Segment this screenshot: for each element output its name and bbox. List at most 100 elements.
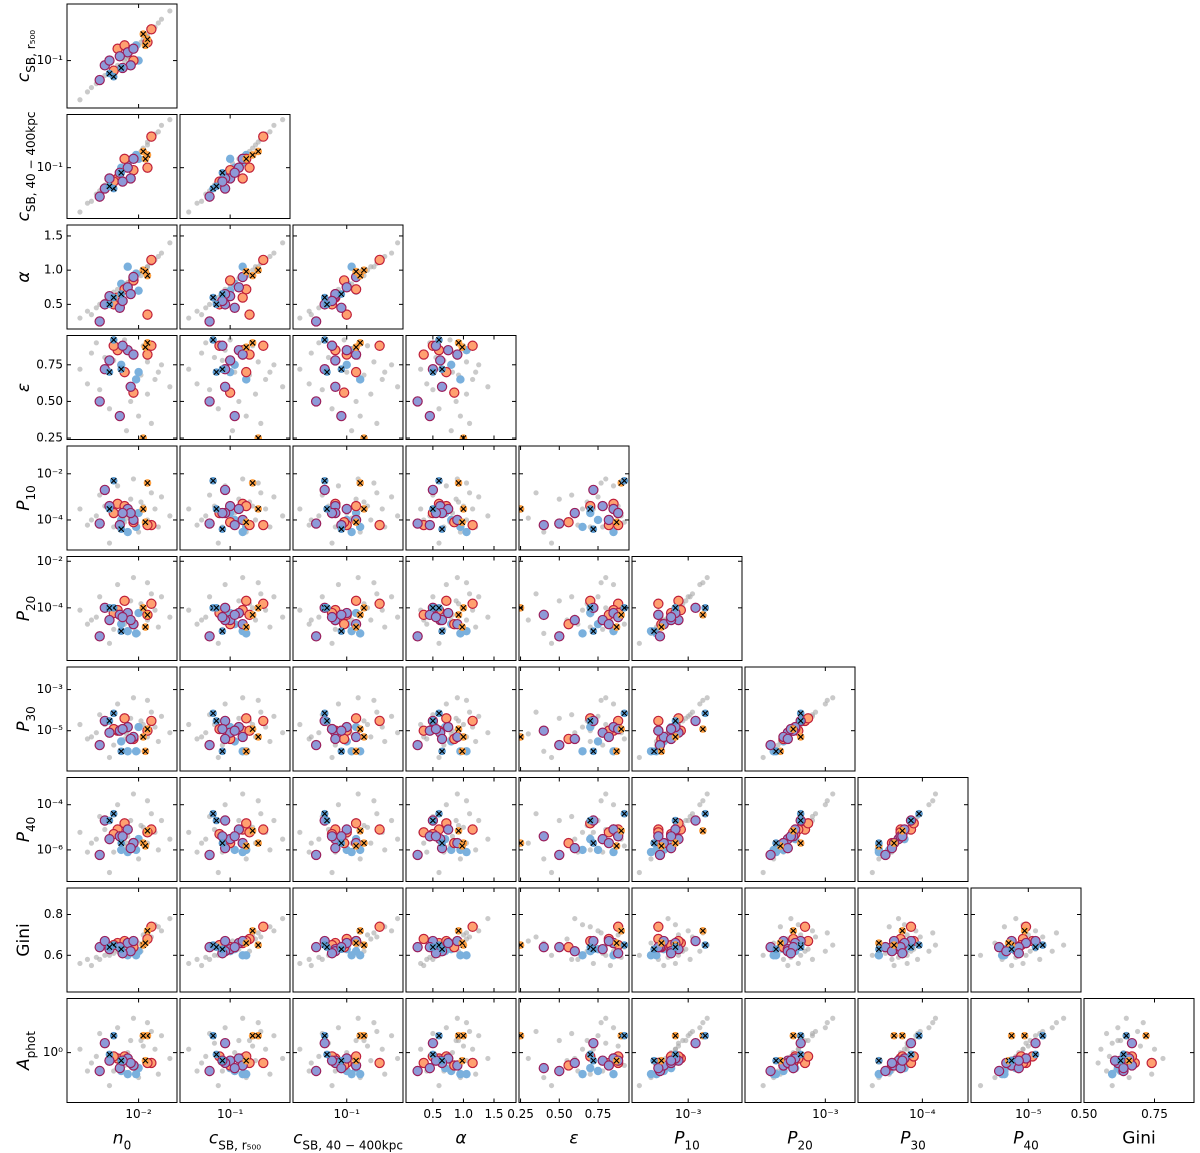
point: [795, 1037, 806, 1049]
point: [442, 344, 454, 356]
point: [822, 802, 828, 808]
x-tick-label: 10⁻³: [812, 1107, 839, 1121]
point: [1098, 1046, 1104, 1052]
point: [424, 621, 430, 627]
point: [554, 739, 565, 751]
x-marker: [218, 525, 227, 533]
point: [1037, 956, 1043, 962]
points: [412, 336, 491, 440]
y-tick-label: 10⁻⁴: [37, 600, 64, 614]
point: [84, 849, 91, 855]
point: [977, 1082, 984, 1089]
x-marker: [650, 839, 658, 847]
x-marker: [109, 336, 118, 344]
point: [219, 1037, 231, 1049]
point: [436, 869, 442, 876]
point: [350, 500, 362, 512]
panel-frame: [179, 998, 291, 1103]
x-marker: [458, 1056, 467, 1065]
point: [267, 624, 273, 630]
x-marker: [141, 623, 150, 631]
point: [206, 387, 213, 393]
points: [186, 574, 286, 646]
x-marker: [589, 945, 598, 953]
point: [830, 1015, 836, 1021]
x-marker: [776, 939, 785, 947]
point: [672, 1046, 679, 1052]
panel-frame: [66, 556, 178, 661]
x-marker: [890, 1031, 898, 1040]
point: [460, 1043, 467, 1049]
point: [653, 609, 664, 621]
point: [144, 359, 151, 365]
point: [237, 173, 248, 184]
point: [597, 943, 608, 955]
point: [308, 840, 314, 846]
point: [361, 718, 367, 724]
x-marker: [438, 747, 446, 756]
x-marker: [701, 604, 710, 612]
point: [548, 540, 555, 546]
point: [152, 724, 158, 730]
point: [267, 253, 273, 260]
point: [152, 376, 158, 383]
x-marker: [519, 941, 525, 949]
panel-frame: [179, 777, 291, 882]
panel-frame: [1083, 998, 1195, 1103]
point: [335, 1025, 342, 1031]
point: [665, 915, 671, 922]
point: [548, 1082, 555, 1089]
point: [690, 935, 701, 947]
point: [697, 948, 703, 954]
point: [297, 1046, 303, 1052]
x-marker: [1020, 1031, 1029, 1040]
x-marker: [218, 627, 227, 635]
point: [186, 209, 192, 215]
point: [449, 833, 456, 839]
point: [654, 631, 666, 642]
point: [194, 1068, 200, 1074]
x-marker: [105, 1050, 114, 1059]
point: [462, 527, 471, 537]
point: [158, 362, 165, 368]
point: [267, 129, 273, 135]
points: [760, 1015, 836, 1089]
panel-frame: [405, 998, 517, 1103]
point: [219, 357, 225, 364]
panel-frame: [66, 777, 178, 882]
panel-frame: [405, 887, 517, 993]
point: [463, 697, 470, 703]
point: [525, 515, 531, 521]
point: [760, 869, 766, 876]
points: [519, 476, 629, 546]
point: [442, 721, 454, 733]
x-tick-label: 0.75: [585, 1107, 612, 1121]
x-marker: [320, 293, 329, 302]
x-marker: [212, 505, 221, 513]
point: [595, 494, 601, 500]
panel: 10⁻⁴ 10⁻⁶: [37, 777, 178, 882]
point: [355, 1015, 361, 1021]
point: [206, 594, 213, 600]
point: [603, 605, 609, 611]
point: [579, 829, 586, 835]
point: [227, 337, 233, 343]
panel: [292, 777, 404, 882]
point: [106, 640, 113, 646]
y-tick-label: 0.50: [36, 394, 63, 408]
point: [379, 506, 385, 512]
point: [1009, 962, 1015, 969]
x-marker: [671, 1050, 680, 1059]
panel: [179, 335, 291, 440]
axis-label: n0: [113, 1129, 131, 1153]
point: [443, 701, 449, 707]
point: [395, 240, 401, 246]
point: [316, 614, 322, 620]
point: [119, 713, 130, 724]
point: [262, 506, 269, 512]
y-tick-label: 10⁰: [43, 1045, 63, 1059]
point: [636, 754, 642, 761]
points: [186, 240, 286, 327]
point: [84, 736, 91, 742]
point: [533, 490, 539, 496]
